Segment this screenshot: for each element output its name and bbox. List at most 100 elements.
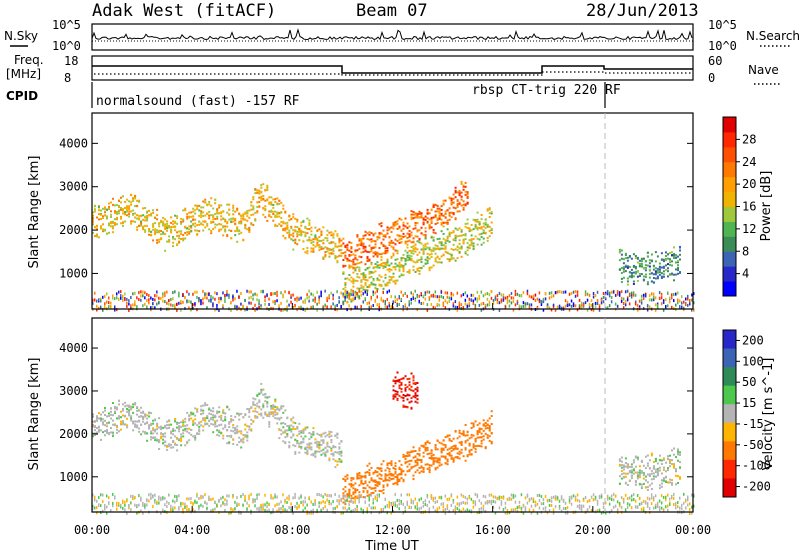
- echo-cell: [428, 269, 431, 272]
- ground-scatter-cell: [592, 295, 595, 299]
- ground-scatter-cell: [526, 302, 529, 306]
- echo-cell: [364, 476, 367, 479]
- echo-cell: [344, 480, 347, 482]
- echo-cell: [112, 435, 114, 438]
- echo-cell: [200, 206, 203, 209]
- ground-scatter-cell: [456, 305, 459, 309]
- echo-cell: [114, 210, 116, 213]
- echo-cell: [290, 419, 293, 422]
- echo-cell: [304, 234, 307, 237]
- ground-scatter-cell: [236, 289, 238, 293]
- ground-scatter-cell: [462, 293, 465, 297]
- echo-cell: [632, 253, 635, 256]
- echo-cell: [386, 281, 389, 284]
- ground-scatter-cell: [574, 290, 577, 293]
- echo-cell: [386, 247, 389, 250]
- echo-cell: [158, 229, 161, 232]
- ground-scatter-cell: [436, 302, 439, 306]
- ground-scatter-cell: [140, 498, 142, 502]
- echo-cell: [404, 241, 407, 243]
- ground-scatter-cell: [546, 305, 549, 309]
- ground-scatter-cell: [691, 293, 693, 297]
- echo-cell: [154, 233, 157, 236]
- ground-scatter-cell: [300, 305, 302, 309]
- ground-scatter-cell: [102, 295, 104, 299]
- echo-cell: [304, 446, 307, 449]
- echo-cell: [679, 258, 681, 261]
- echo-cell: [286, 425, 289, 427]
- ground-scatter-cell: [400, 290, 402, 294]
- echo-cell: [98, 209, 100, 212]
- echo-cell: [120, 201, 122, 204]
- echo-cell: [444, 221, 447, 224]
- echo-cell: [402, 453, 405, 456]
- echo-cell: [470, 238, 473, 241]
- echo-cell: [292, 235, 295, 238]
- echo-cell: [112, 220, 114, 223]
- echo-cell: [442, 455, 445, 458]
- echo-cell: [490, 221, 493, 224]
- echo-cell: [390, 241, 393, 244]
- echo-cell: [152, 224, 155, 227]
- echo-cell: [288, 229, 291, 232]
- echo-cell: [402, 456, 405, 458]
- ground-scatter-cell: [166, 301, 168, 305]
- ground-scatter-cell: [286, 509, 288, 513]
- echo-cell: [450, 231, 453, 234]
- ground-scatter-cell: [434, 290, 437, 294]
- ground-scatter-cell: [370, 297, 372, 301]
- echo-cell: [478, 221, 481, 223]
- echo-cell: [402, 257, 405, 259]
- echo-cell: [172, 226, 175, 228]
- echo-cell: [364, 234, 367, 237]
- echo-cell: [132, 422, 135, 425]
- ground-scatter-cell: [128, 302, 130, 306]
- echo-cell: [252, 208, 255, 211]
- ground-scatter-cell: [284, 500, 286, 504]
- echo-cell: [675, 273, 677, 276]
- echo-cell: [256, 405, 259, 408]
- echo-cell: [104, 419, 106, 422]
- echo-cell: [630, 273, 633, 276]
- echo-cell: [434, 216, 437, 219]
- ground-scatter-cell: [234, 507, 236, 511]
- echo-cell: [424, 230, 427, 233]
- ground-scatter-cell: [610, 296, 613, 299]
- ground-scatter-cell: [276, 299, 278, 303]
- echo-cell: [256, 394, 259, 397]
- echo-cell: [130, 406, 133, 409]
- echo-cell: [462, 239, 465, 242]
- ground-scatter-cell: [512, 300, 515, 303]
- ground-scatter-cell: [564, 299, 567, 303]
- echo-cell: [410, 249, 413, 252]
- ground-scatter-cell: [288, 291, 290, 295]
- echo-cell: [192, 419, 195, 422]
- ground-scatter-cell: [418, 507, 420, 511]
- ground-scatter-cell: [324, 289, 326, 293]
- ground-scatter-cell: [679, 299, 681, 303]
- echo-cell: [398, 387, 401, 390]
- echo-cell: [650, 259, 653, 262]
- ground-scatter-cell: [216, 303, 218, 307]
- echo-cell: [320, 232, 323, 235]
- ground-scatter-cell: [342, 495, 344, 499]
- ground-scatter-cell: [236, 502, 238, 506]
- echo-cell: [626, 266, 629, 269]
- echo-cell: [438, 212, 441, 215]
- echo-cell: [164, 249, 167, 252]
- echo-cell: [120, 416, 122, 419]
- ground-scatter-cell: [144, 506, 146, 510]
- echo-cell: [140, 411, 143, 414]
- echo-cell: [448, 258, 451, 261]
- echo-cell: [422, 233, 425, 236]
- ground-scatter-cell: [224, 296, 226, 300]
- echo-cell: [152, 437, 155, 439]
- echo-cell: [458, 242, 461, 245]
- echo-cell: [412, 247, 415, 250]
- ground-scatter-cell: [414, 289, 416, 293]
- echo-cell: [336, 245, 339, 248]
- echo-cell: [464, 238, 467, 240]
- echo-cell: [150, 230, 153, 233]
- echo-cell: [244, 212, 247, 215]
